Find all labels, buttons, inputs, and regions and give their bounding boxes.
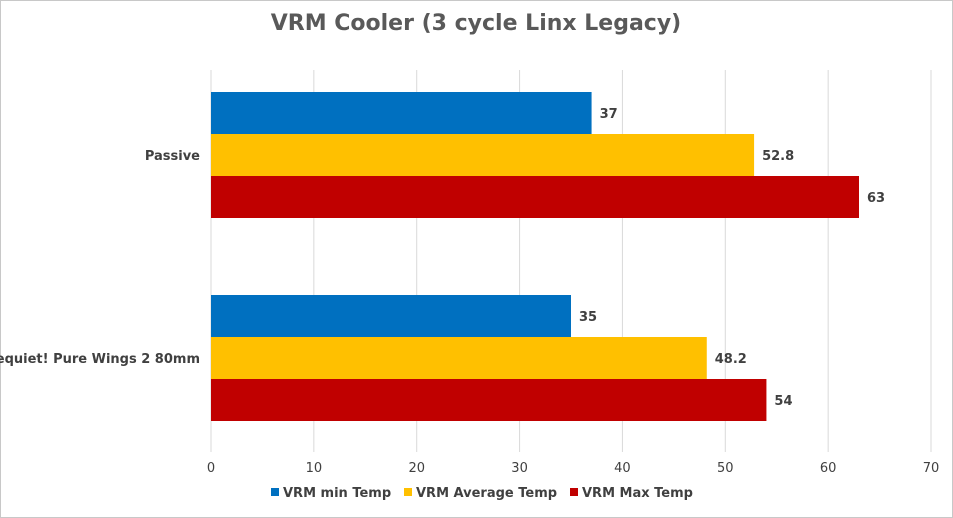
- bars: [211, 92, 859, 421]
- bar-vrm-max-temp-1: [211, 379, 767, 421]
- data-label: 37: [600, 107, 618, 122]
- data-labels: 37 52.8 63 35 48.2 54: [579, 107, 885, 409]
- x-tick-label: 10: [306, 461, 323, 476]
- category-labels: Passive bequiet! Pure Wings 2 80mm: [0, 149, 200, 367]
- data-label: 48.2: [715, 352, 747, 367]
- x-tick-label: 30: [511, 461, 528, 476]
- data-label: 35: [579, 310, 597, 325]
- bar-vrm-min-temp-0: [211, 92, 592, 134]
- legend-label: VRM min Temp: [283, 486, 391, 501]
- data-label: 63: [867, 191, 885, 206]
- bar-vrm-average-temp-0: [211, 134, 755, 176]
- legend-label: VRM Max Temp: [582, 486, 693, 501]
- x-tick-label: 50: [717, 461, 734, 476]
- category-label: Passive: [145, 149, 200, 164]
- chart-title: VRM Cooler (3 cycle Linx Legacy): [271, 11, 681, 36]
- legend: VRM min Temp VRM Average Temp VRM Max Temp: [271, 486, 693, 501]
- x-tick-label: 60: [820, 461, 837, 476]
- legend-swatch: [404, 488, 412, 496]
- legend-swatch: [271, 488, 279, 496]
- x-tick-label: 0: [207, 461, 215, 476]
- bar-vrm-min-temp-1: [211, 295, 571, 337]
- x-tick-label: 70: [923, 461, 940, 476]
- x-tick-label: 20: [408, 461, 425, 476]
- legend-swatch: [570, 488, 578, 496]
- x-tick-label: 40: [614, 461, 631, 476]
- bar-vrm-max-temp-0: [211, 176, 859, 218]
- data-label: 54: [774, 394, 792, 409]
- legend-label: VRM Average Temp: [416, 486, 557, 501]
- x-tick-labels: 0 10 20 30 40 50 60 70: [207, 461, 939, 476]
- category-label: bequiet! Pure Wings 2 80mm: [0, 352, 200, 367]
- bar-vrm-average-temp-1: [211, 337, 707, 379]
- data-label: 52.8: [762, 149, 794, 164]
